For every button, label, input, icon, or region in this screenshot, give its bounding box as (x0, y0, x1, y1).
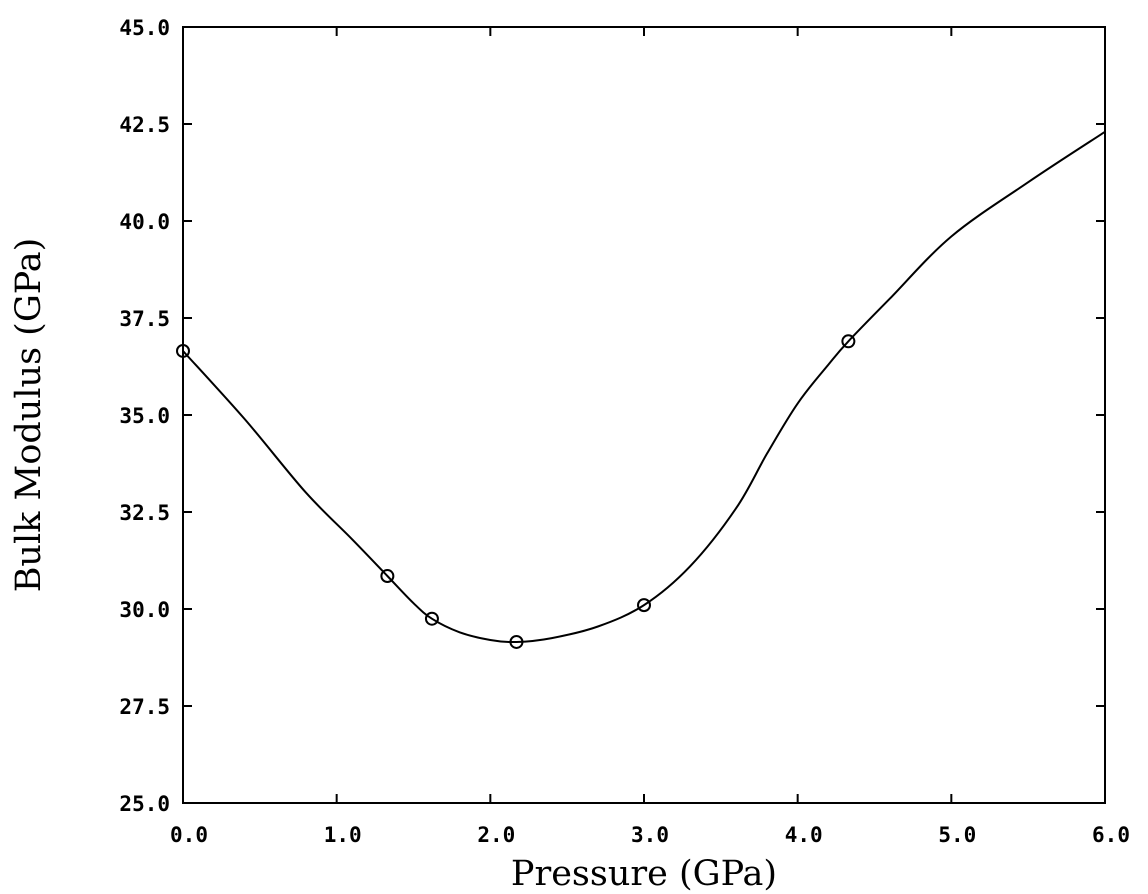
y-tick-label: 42.5 (119, 113, 170, 137)
data-markers (176, 334, 856, 649)
x-tick-label: 1.0 (324, 823, 362, 847)
plot-frame (182, 26, 1106, 804)
y-axis-title: Bulk Modulus (GPa) (9, 238, 49, 593)
y-tick-label: 27.5 (119, 695, 170, 719)
x-tick-label: 3.0 (631, 823, 669, 847)
y-tick-label: 30.0 (119, 598, 170, 622)
y-tick-label: 45.0 (119, 16, 170, 40)
x-tick-label: 5.0 (938, 823, 976, 847)
x-tick-label: 0.0 (170, 823, 208, 847)
fit-curve (182, 130, 1106, 644)
x-tick-label: 4.0 (785, 823, 823, 847)
x-axis-title: Pressure (GPa) (511, 854, 777, 894)
data-point-marker (176, 343, 190, 358)
tick-marks (182, 26, 1106, 804)
x-tick-labels: 0.0 1.0 2.0 3.0 4.0 5.0 6.0 (170, 823, 1130, 847)
x-tick-label: 2.0 (477, 823, 515, 847)
y-tick-labels: 25.0 27.5 30.0 32.5 35.0 37.5 40.0 42.5 45.0 (119, 16, 170, 816)
data-point-marker (380, 569, 395, 584)
data-point-marker (424, 611, 439, 626)
data-point-marker (841, 334, 856, 349)
y-tick-label: 40.0 (119, 210, 170, 234)
data-point-marker (509, 634, 524, 649)
data-point-marker (637, 598, 651, 613)
y-tick-label: 32.5 (119, 501, 170, 525)
x-tick-label: 6.0 (1092, 823, 1130, 847)
y-tick-label: 25.0 (119, 792, 170, 816)
y-tick-label: 37.5 (119, 307, 170, 331)
y-tick-label: 35.0 (119, 404, 170, 428)
